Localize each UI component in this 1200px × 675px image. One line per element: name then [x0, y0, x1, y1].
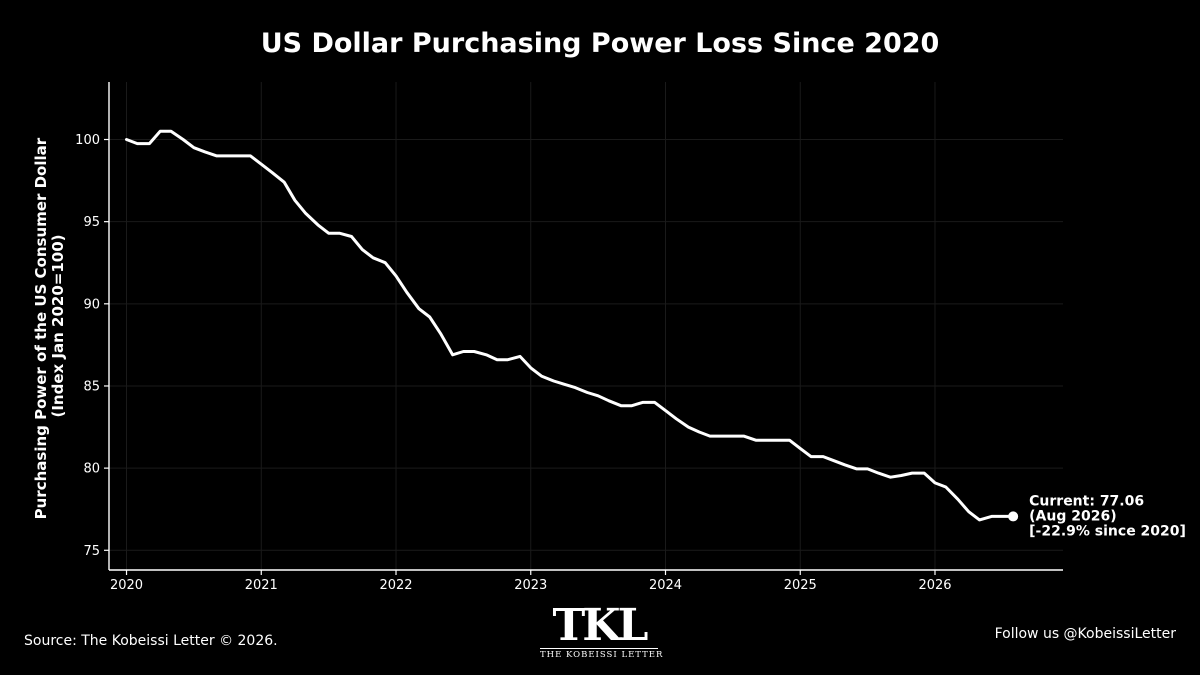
annotation-line-change: [-22.9% since 2020] [1029, 523, 1186, 539]
x-tick-label: 2021 [245, 578, 278, 593]
follow-us-link[interactable]: Follow us @KobeissiLetter [994, 626, 1176, 642]
x-tick-label: 2023 [514, 578, 547, 593]
y-tick-label: 90 [83, 297, 100, 312]
y-axis-label-line-2: (Index Jan 2020=100) [49, 234, 67, 417]
logo-mark: TKL [552, 600, 649, 651]
x-tick-label: 2024 [649, 578, 682, 593]
x-tick-label: 2025 [784, 578, 817, 593]
chart-title: US Dollar Purchasing Power Loss Since 20… [260, 28, 940, 59]
axes [108, 82, 1063, 571]
y-tick-label: 85 [83, 379, 100, 394]
kobeissi-logo: TKL THE KOBEISSI LETTER [540, 600, 664, 660]
ticks: 75 80 85 90 95 100 2020 2021 2022 2023 2024 2025 202… [75, 133, 951, 593]
y-tick-label: 80 [83, 462, 100, 477]
x-tick-label: 2026 [918, 578, 951, 593]
x-tick-label: 2020 [110, 578, 143, 593]
current-annotation: Current: 77.06 (Aug 2026) [-22.9% since … [1029, 493, 1186, 539]
current-point-marker [1008, 511, 1019, 522]
grid [109, 82, 1063, 570]
y-tick-label: 100 [75, 133, 100, 148]
y-axis-label: Purchasing Power of the US Consumer Doll… [32, 133, 67, 520]
series-line [125, 129, 1015, 522]
x-tick-label: 2022 [379, 578, 412, 593]
y-tick-label: 75 [83, 544, 100, 559]
annotation-line-current: Current: 77.06 [1029, 493, 1144, 509]
annotation-line-date: (Aug 2026) [1029, 508, 1116, 524]
logo-wordmark: THE KOBEISSI LETTER [540, 648, 664, 660]
y-tick-label: 95 [83, 215, 100, 230]
y-axis-label-line-1: Purchasing Power of the US Consumer Doll… [32, 137, 50, 519]
source-credit: Source: The Kobeissi Letter © 2026. [24, 633, 278, 649]
